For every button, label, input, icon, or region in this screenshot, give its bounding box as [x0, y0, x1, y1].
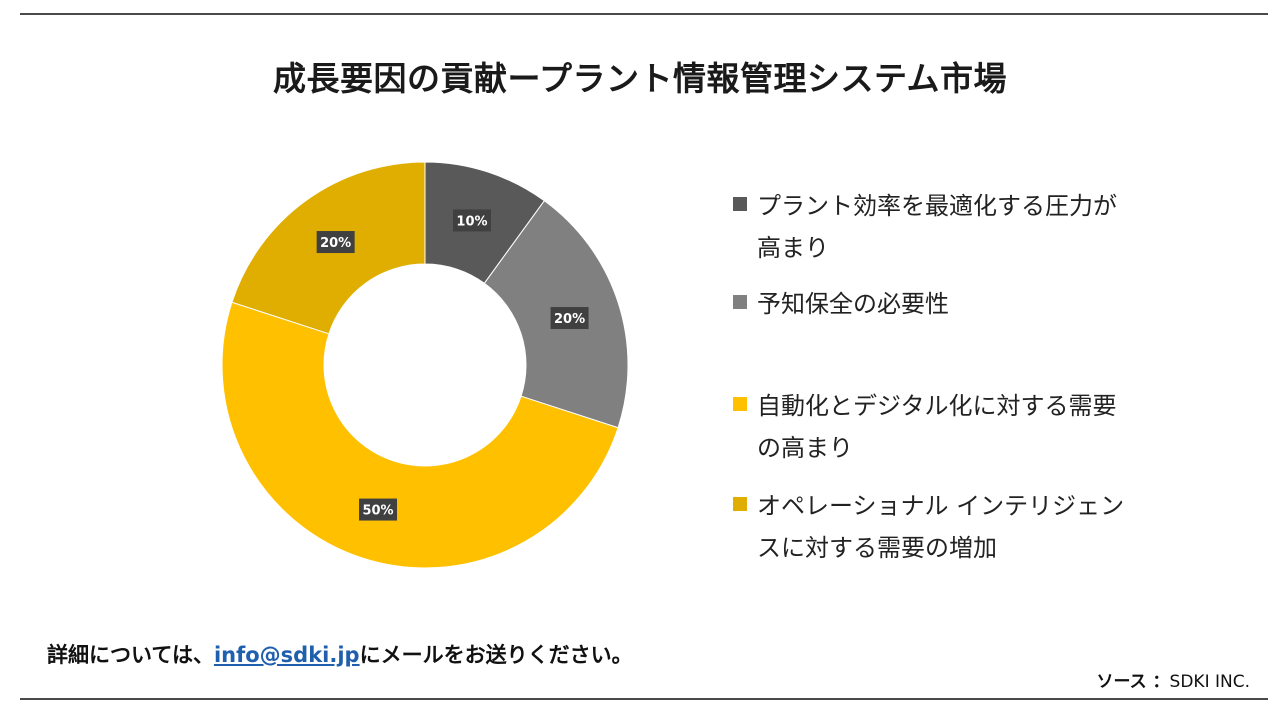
legend-swatch: [733, 197, 747, 211]
legend-label-cont: 高まり: [757, 234, 829, 262]
contact-suffix: にメールをお送りください。: [359, 643, 633, 667]
legend-label-cont: の高まり: [757, 434, 853, 462]
legend-swatch: [733, 397, 747, 411]
legend-item-predictive-maintenance: 予知保全の必要性: [733, 283, 1173, 325]
data-label-text: 10%: [456, 214, 487, 229]
contact-note: 詳細については、info@sdki.jpにメールをお送りください。: [47, 639, 633, 669]
top-divider: [20, 13, 1268, 15]
legend-item-plant-efficiency: プラント効率を最適化する圧力が 高まり: [733, 185, 1173, 269]
data-label-2: 20%: [550, 307, 589, 330]
data-label-box: [550, 307, 589, 330]
donut-slices: [221, 161, 629, 569]
legend-item-operational-intelligence: オペレーショナル インテリジェン スに対する需要の増加: [733, 485, 1173, 569]
bottom-divider: [20, 698, 1268, 700]
legend-label: オペレーショナル インテリジェン: [757, 492, 1125, 520]
legend-label: 自動化とデジタル化に対する需要: [757, 392, 1117, 420]
donut-data-labels: 10% 20% 50% 20%: [316, 209, 589, 521]
data-label-text: 20%: [554, 312, 585, 327]
legend-label: 予知保全の必要性: [757, 290, 949, 318]
legend-label-cont: スに対する需要の増加: [757, 534, 997, 562]
page-title: 成長要因の貢献ープラント情報管理システム市場: [272, 59, 1008, 98]
email-link[interactable]: info@sdki.jp: [213, 643, 360, 667]
source-value: SDKI INC.: [1169, 672, 1250, 692]
data-label-3: 50%: [359, 498, 398, 521]
donut-chart: 10% 20% 50% 20%: [221, 161, 629, 569]
data-label-box: [316, 231, 355, 254]
slice-automation-digitalization: [221, 301, 619, 569]
legend-swatch: [733, 497, 747, 511]
contact-prefix: 詳細については、: [47, 643, 214, 667]
data-label-text: 20%: [320, 236, 351, 251]
legend-label: プラント効率を最適化する圧力が: [757, 192, 1117, 220]
data-label-box: [452, 209, 491, 232]
legend-swatch: [733, 295, 747, 309]
source-label: ソース ：: [1096, 672, 1170, 692]
legend-item-automation-digitalization: 自動化とデジタル化に対する需要 の高まり: [733, 385, 1173, 469]
data-label-text: 50%: [362, 504, 393, 519]
data-label-1: 10%: [452, 209, 491, 232]
data-label-4: 20%: [316, 231, 355, 254]
source-credit: ソース ：SDKI INC.: [1096, 667, 1250, 692]
data-label-box: [359, 498, 398, 521]
